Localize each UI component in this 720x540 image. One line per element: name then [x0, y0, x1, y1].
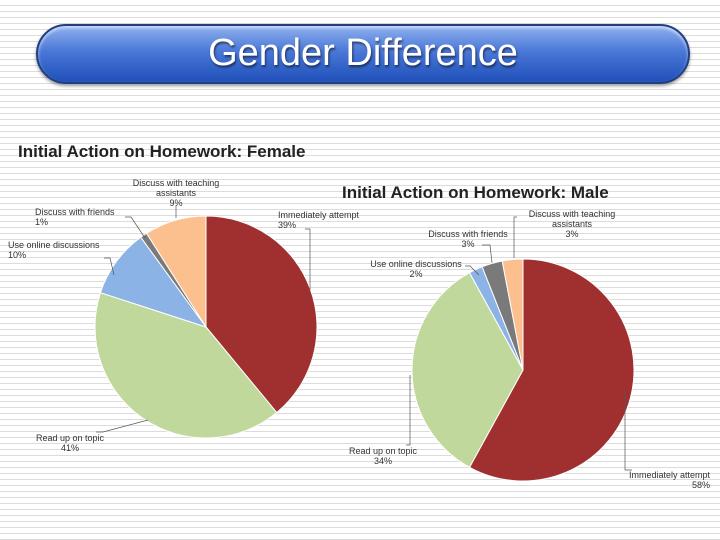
male-value-read-up-on-topic: 34% [374, 456, 392, 466]
male-slice-read-up-on-topic [411, 272, 524, 468]
female-leader-immediately-attempt [305, 228, 311, 290]
female-value-discuss-with-friends: 1% [35, 217, 48, 227]
male-chart-title: Initial Action on Homework: Male [342, 183, 609, 202]
male-leader-immediately-attempt [624, 390, 632, 471]
slide-title-bar: Gender Difference [36, 24, 690, 84]
male-value-discuss-with-teaching-assistants: 3% [565, 229, 578, 239]
female-label-immediately-attempt: Immediately attempt [278, 210, 360, 220]
male-leader-use-online-discussions [465, 265, 480, 276]
female-slice-discuss-with-teaching-assistants [145, 215, 207, 329]
slide-title: Gender Difference [208, 32, 518, 74]
male-slice-discuss-with-teaching-assistants [501, 258, 524, 371]
female-value-use-online-discussions: 10% [8, 250, 26, 260]
female-label-discuss-with-teaching-assistants: Discuss with teaching [133, 178, 220, 188]
male-label-use-online-discussions: Use online discussions [370, 259, 462, 269]
male-leader-discuss-with-teaching-assistants [513, 216, 517, 258]
male-label-discuss-with-friends: Discuss with friends [428, 229, 508, 239]
female-pie [94, 215, 318, 439]
male-label-immediately-attempt: Immediately attempt [629, 470, 711, 480]
male-leader-discuss-with-friends [482, 244, 493, 264]
male-value-discuss-with-friends: 3% [461, 239, 474, 249]
female-label-use-online-discussions: Use online discussions [8, 240, 100, 250]
male-label-read-up-on-topic: Read up on topic [349, 446, 418, 456]
male-leader-read-up-on-topic [406, 375, 411, 446]
female-value-read-up-on-topic: 41% [61, 443, 79, 453]
male-label-discuss-with-teaching-assistants: assistants [552, 219, 593, 229]
female-leader-use-online-discussions [104, 257, 115, 276]
female-value-immediately-attempt: 39% [278, 220, 296, 230]
female-slice-immediately-attempt [205, 215, 318, 414]
male-label-discuss-with-teaching-assistants: Discuss with teaching [529, 209, 616, 219]
female-label-discuss-with-teaching-assistants: assistants [156, 188, 197, 198]
male-pie [411, 258, 635, 482]
female-value-discuss-with-teaching-assistants: 9% [169, 198, 182, 208]
male-slice-immediately-attempt [468, 258, 635, 482]
female-label-discuss-with-friends: Discuss with friends [35, 207, 115, 217]
female-chart-title: Initial Action on Homework: Female [18, 142, 306, 161]
female-label-read-up-on-topic: Read up on topic [36, 433, 105, 443]
female-leader-read-up-on-topic [96, 419, 149, 433]
female-slice-read-up-on-topic [94, 292, 278, 439]
male-value-use-online-discussions: 2% [409, 269, 422, 279]
male-value-immediately-attempt: 58% [692, 480, 710, 490]
female-leader-discuss-with-friends [125, 216, 146, 239]
